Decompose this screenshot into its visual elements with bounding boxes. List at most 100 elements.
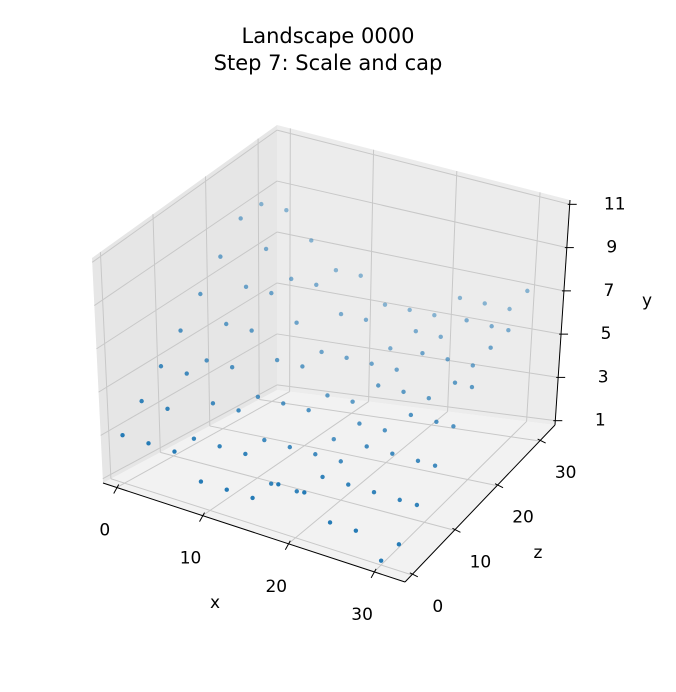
point — [331, 437, 336, 442]
x-tick-label: 30 — [351, 605, 373, 625]
grid-line — [276, 129, 570, 205]
grid-line — [205, 176, 211, 426]
point — [333, 267, 339, 273]
grid-line — [160, 451, 455, 531]
grid-line — [96, 231, 278, 350]
point — [350, 399, 355, 404]
y-tick-label: 3 — [598, 367, 609, 387]
z-tick — [494, 483, 504, 489]
point — [344, 355, 349, 361]
point — [426, 396, 432, 401]
point — [357, 421, 362, 426]
point — [420, 351, 425, 356]
grid-line — [209, 425, 498, 487]
point — [238, 216, 243, 221]
point — [390, 451, 395, 456]
point — [363, 317, 369, 322]
y-tick-label: 5 — [601, 324, 612, 344]
x-axis-line — [102, 482, 406, 583]
point — [139, 398, 144, 404]
point — [250, 495, 255, 501]
grid-line — [287, 411, 448, 545]
point — [313, 452, 318, 457]
point — [218, 254, 223, 259]
grid-line — [98, 282, 278, 393]
y-axis-label: y — [642, 291, 652, 311]
z-tick-label: 20 — [512, 508, 534, 528]
x-tick — [370, 568, 377, 579]
point — [394, 367, 399, 372]
point — [320, 474, 325, 480]
point — [382, 302, 388, 307]
grid-line — [259, 399, 540, 442]
grid-line — [373, 421, 527, 573]
point — [224, 321, 229, 327]
y-axis-line — [554, 199, 571, 426]
z-tick — [409, 572, 419, 578]
grid-line — [368, 149, 375, 402]
point — [489, 324, 494, 329]
point — [263, 246, 269, 252]
chart-title: Landscape 0000 — [242, 24, 415, 48]
grid-line — [257, 138, 260, 400]
point — [408, 412, 414, 418]
point — [338, 459, 343, 464]
point — [482, 301, 487, 306]
point — [294, 489, 299, 494]
point — [302, 490, 307, 495]
z-axis-line — [404, 424, 556, 583]
y-tick-label: 7 — [604, 281, 615, 301]
point — [249, 328, 254, 333]
z-tick-label: 30 — [555, 463, 577, 483]
point — [407, 307, 412, 313]
point — [434, 419, 439, 424]
grid-line — [102, 384, 278, 480]
point — [319, 349, 324, 355]
point — [378, 558, 384, 563]
y-tick-label: 11 — [604, 194, 626, 214]
z-tick — [537, 438, 546, 444]
point — [401, 389, 406, 395]
point — [262, 437, 267, 443]
x-axis-label: x — [210, 593, 220, 613]
y-tick-label: 1 — [595, 411, 606, 431]
point — [369, 361, 374, 366]
point — [229, 365, 235, 370]
grid-line — [526, 192, 541, 422]
grid-line — [116, 391, 290, 488]
point — [432, 463, 438, 468]
point — [184, 371, 189, 376]
floor-pane — [103, 390, 555, 582]
point — [243, 284, 249, 290]
point — [415, 458, 421, 464]
point — [464, 318, 469, 323]
z-tick — [452, 527, 461, 533]
point — [217, 444, 222, 449]
chart-subtitle: Step 7: Scale and cap — [214, 51, 443, 75]
x-tick-label: 20 — [265, 577, 287, 597]
grid-line — [110, 478, 412, 576]
point — [371, 490, 377, 495]
point — [300, 364, 305, 369]
point — [269, 290, 274, 296]
point — [397, 497, 402, 503]
point — [388, 346, 393, 351]
z-tick-label: 10 — [470, 552, 492, 572]
grid-line — [91, 129, 278, 263]
x-tick — [113, 484, 120, 494]
point — [281, 401, 286, 406]
grid-line — [276, 282, 562, 335]
grid-line — [447, 171, 458, 412]
grid-line — [99, 251, 112, 479]
point — [198, 479, 204, 484]
back-pane — [277, 125, 570, 425]
point — [284, 208, 289, 213]
point — [457, 295, 463, 301]
grid-line — [276, 384, 556, 422]
point — [191, 436, 197, 441]
point — [236, 408, 241, 413]
point — [382, 428, 388, 433]
point — [413, 328, 419, 334]
point — [243, 451, 248, 457]
point — [338, 311, 344, 317]
